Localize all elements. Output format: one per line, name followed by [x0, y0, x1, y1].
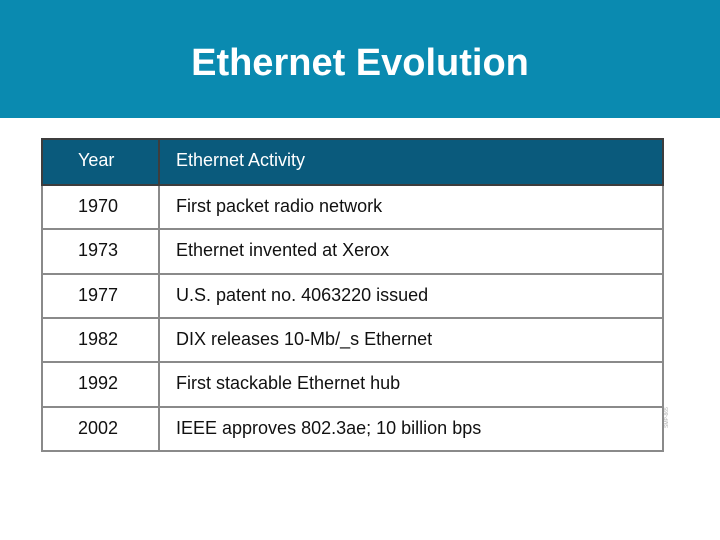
cell-activity: First stackable Ethernet hub — [158, 361, 664, 408]
cell-year: 2002 — [41, 405, 160, 453]
table-row: 1982 DIX releases 10-Mb/_s Ethernet — [41, 316, 664, 364]
cell-activity: Ethernet invented at Xerox — [158, 228, 664, 275]
slide-title: Ethernet Evolution — [191, 42, 529, 84]
table-header-row: Year Ethernet Activity — [41, 138, 664, 186]
ethernet-evolution-table-container: Year Ethernet Activity 1970 First packet… — [41, 138, 664, 453]
cell-activity: U.S. patent no. 4063220 issued — [158, 272, 664, 319]
table-row: 1992 First stackable Ethernet hub — [41, 361, 664, 408]
cell-year: 1992 — [41, 361, 160, 408]
cell-year: 1970 — [41, 183, 160, 231]
cell-year: 1982 — [41, 316, 160, 364]
header-ethernet-activity: Ethernet Activity — [158, 138, 664, 186]
title-bar — [0, 0, 720, 118]
table-row: 1973 Ethernet invented at Xerox — [41, 228, 664, 275]
ethernet-evolution-table: Year Ethernet Activity 1970 First packet… — [41, 138, 664, 453]
cell-activity: IEEE approves 802.3ae; 10 billion bps — [158, 405, 664, 453]
side-mark: SMP-865 — [664, 407, 670, 428]
cell-activity: First packet radio network — [158, 183, 664, 231]
cell-year: 1973 — [41, 228, 160, 275]
table-row: 1977 U.S. patent no. 4063220 issued — [41, 272, 664, 319]
cell-activity: DIX releases 10-Mb/_s Ethernet — [158, 316, 664, 364]
cell-year: 1977 — [41, 272, 160, 319]
table-row: 1970 First packet radio network — [41, 183, 664, 231]
table-row: 2002 IEEE approves 802.3ae; 10 billion b… — [41, 405, 664, 453]
header-year: Year — [41, 138, 160, 186]
